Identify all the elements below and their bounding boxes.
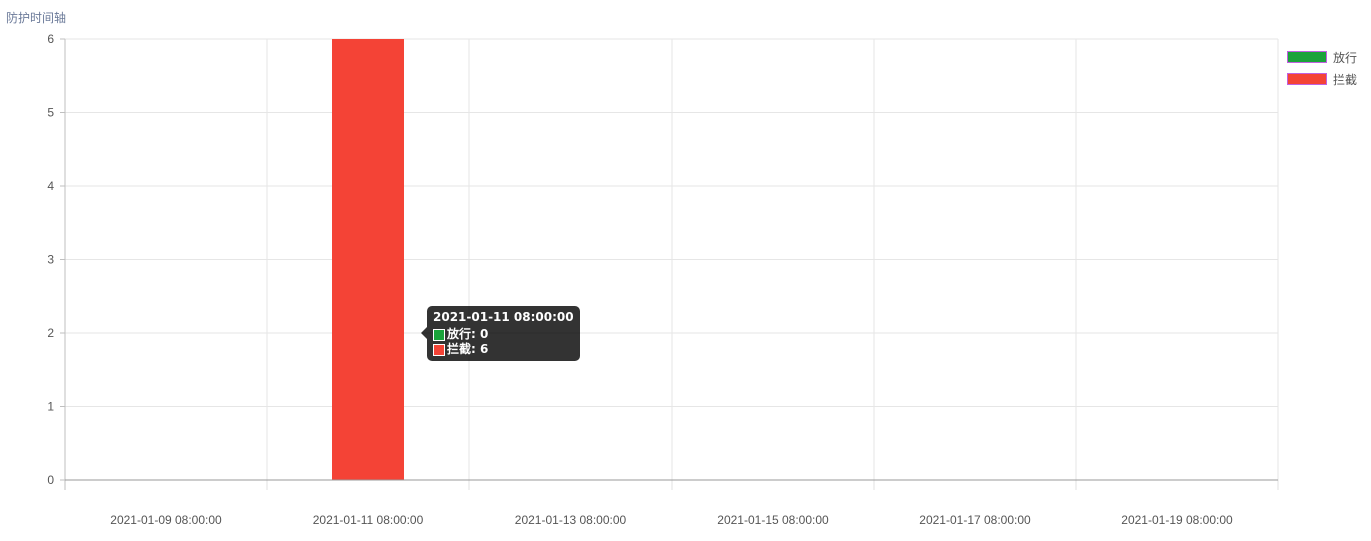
y-tick-label: 1 — [47, 400, 54, 414]
tooltip-label-block: 拦截: 6 — [447, 342, 489, 356]
bar-block — [332, 39, 404, 480]
chart-title: 防护时间轴 — [6, 11, 67, 25]
grid-lines — [65, 38, 1279, 480]
tooltip-row-pass: 放行: 0 — [433, 327, 574, 342]
tooltip: 2021-01-11 08:00:00 放行: 0 拦截: 6 — [421, 306, 580, 361]
y-tick-label: 2 — [47, 326, 54, 340]
legend-item-pass[interactable]: 放行 — [1287, 46, 1357, 68]
legend-swatch-pass — [1287, 51, 1327, 63]
legend-swatch-block — [1287, 73, 1327, 85]
y-tick-label: 3 — [47, 253, 54, 267]
tooltip-row-block: 拦截: 6 — [433, 342, 574, 357]
y-tick-label: 4 — [47, 179, 54, 193]
y-tick-label: 6 — [47, 32, 54, 46]
tooltip-label-pass: 放行: 0 — [447, 327, 489, 341]
x-tick-label: 2021-01-09 08:00:00 — [110, 513, 222, 527]
x-tick-label: 2021-01-19 08:00:00 — [1121, 513, 1233, 527]
y-tick-labels: 0 1 2 3 4 5 6 — [47, 32, 54, 487]
axes — [60, 38, 1279, 490]
x-tick-labels: 2021-01-09 08:00:00 2021-01-11 08:00:00 20… — [110, 513, 1233, 527]
x-tick-label: 2021-01-11 08:00:00 — [313, 513, 424, 527]
y-tick-label: 5 — [47, 106, 54, 120]
legend-item-block[interactable]: 拦截 — [1287, 68, 1357, 90]
y-tick-label: 0 — [47, 473, 54, 487]
tooltip-swatch-pass — [433, 328, 445, 341]
legend-label-pass: 放行 — [1333, 50, 1358, 65]
x-tick-label: 2021-01-17 08:00:00 — [919, 513, 1031, 527]
tooltip-title: 2021-01-11 08:00:00 — [433, 310, 574, 324]
tooltip-swatch-block — [433, 343, 445, 356]
legend-label-block: 拦截 — [1333, 72, 1358, 87]
x-tick-label: 2021-01-13 08:00:00 — [515, 513, 627, 527]
bars — [332, 39, 404, 480]
legend: 放行 拦截 — [1287, 46, 1357, 90]
x-tick-label: 2021-01-15 08:00:00 — [717, 513, 829, 527]
